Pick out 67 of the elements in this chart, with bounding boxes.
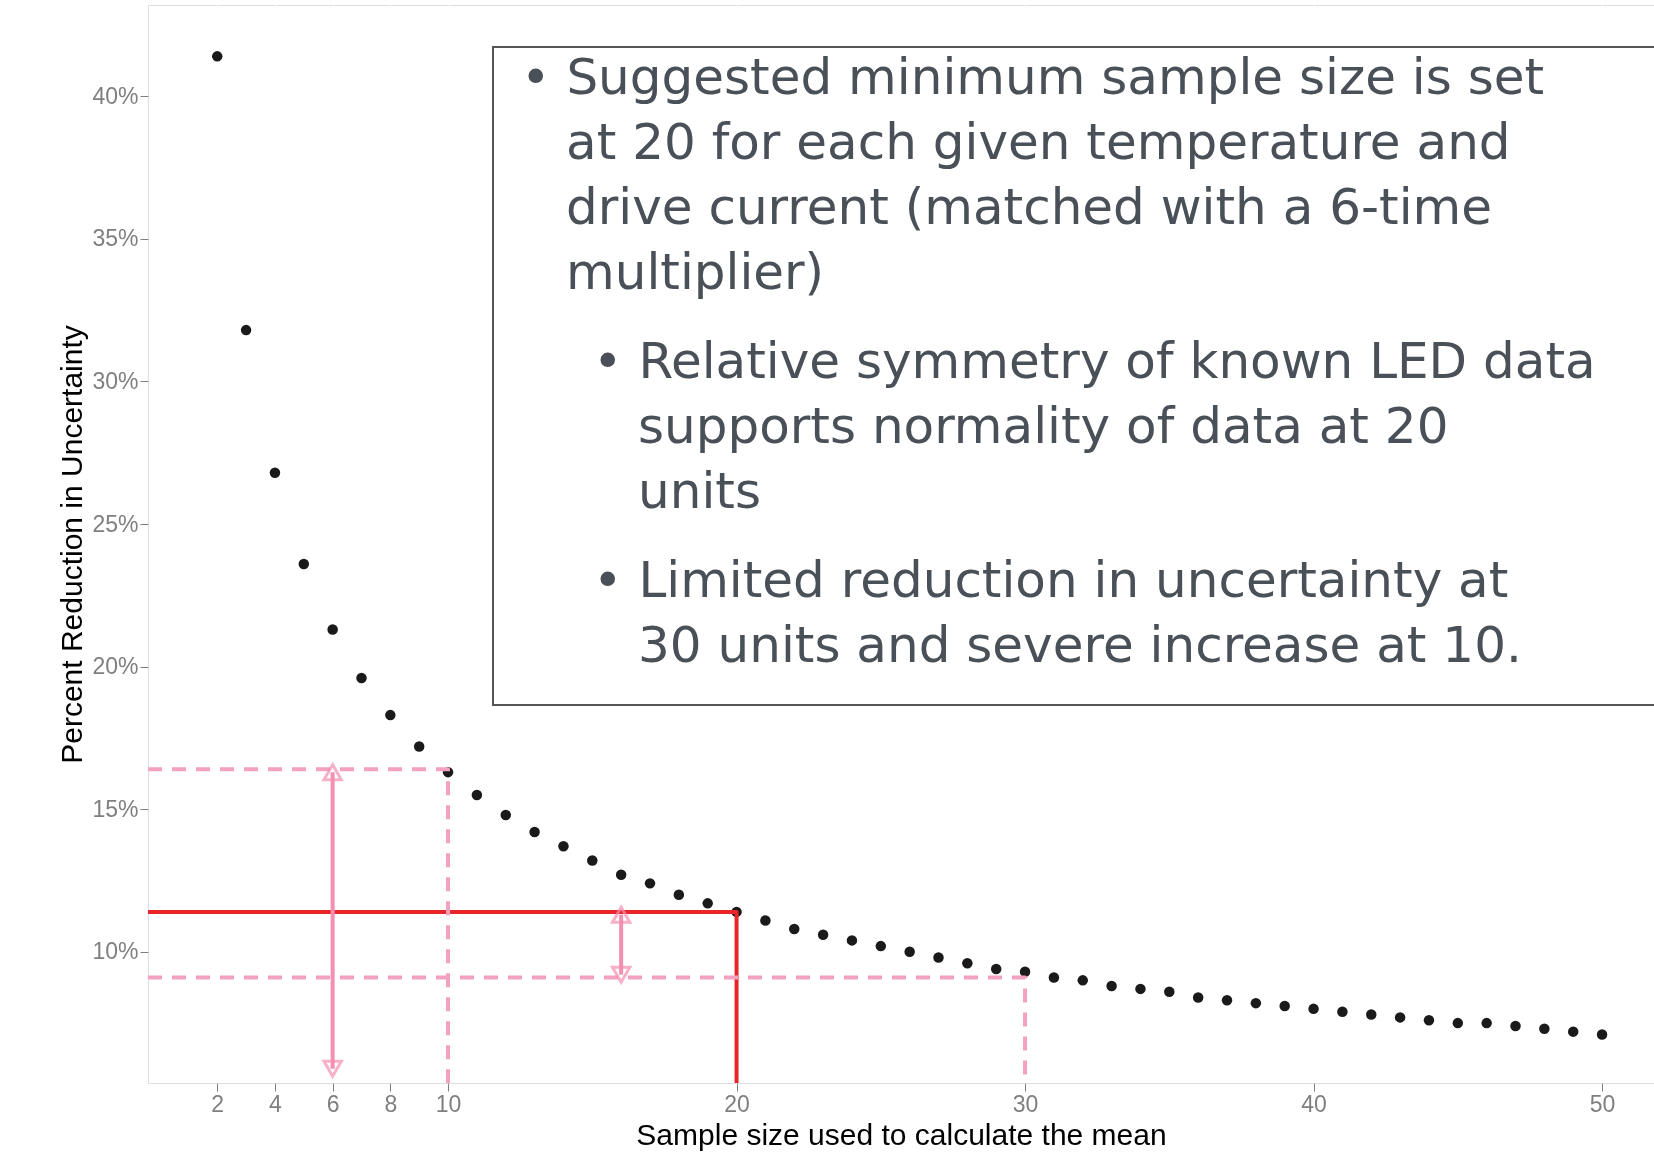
y-tick-label: 15% — [92, 795, 139, 822]
point — [702, 898, 713, 909]
point — [327, 624, 338, 635]
x-tick-label: 10 — [435, 1090, 462, 1117]
y-tick-label: 30% — [92, 367, 139, 394]
point — [673, 889, 685, 901]
x-tick-label: 4 — [269, 1090, 283, 1117]
point — [1567, 1026, 1579, 1037]
point — [1337, 1006, 1348, 1017]
point — [875, 940, 887, 952]
point — [846, 935, 858, 946]
x-axis-title: Sample size used to calculate the mean — [636, 1117, 1167, 1151]
annotation: • Suggested minimum sample size is set at 20 for each given temperature and drive current (matched with a 6-time multiplier) — [521, 48, 1545, 301]
point — [1394, 1012, 1406, 1023]
x-tick-label: 2 — [211, 1090, 225, 1117]
y-tick-label: 35% — [92, 225, 139, 252]
point — [1423, 1015, 1435, 1026]
point — [990, 963, 1002, 975]
point — [1192, 992, 1204, 1003]
point — [789, 923, 800, 935]
point — [1106, 980, 1117, 992]
point — [1250, 997, 1262, 1009]
annotation: • Limited reduction in uncertainty at 30 units and severe increase at 10. — [593, 551, 1522, 674]
x-tick-label: 30 — [1012, 1090, 1039, 1117]
point — [1539, 1023, 1550, 1035]
annotation: • Relative symmetry of known LED data supports normality of data at 20 units — [593, 332, 1596, 520]
point — [1279, 1000, 1290, 1012]
point — [760, 915, 771, 926]
point — [615, 869, 627, 881]
point — [817, 929, 829, 940]
point — [1048, 972, 1060, 983]
y-tick-label: 20% — [92, 653, 139, 680]
point — [385, 709, 396, 721]
x-tick-label: 6 — [326, 1090, 340, 1117]
point — [212, 51, 223, 62]
point — [1308, 1003, 1319, 1015]
point — [1164, 986, 1175, 997]
point — [1481, 1017, 1492, 1029]
x-tick-label: 8 — [384, 1090, 398, 1117]
x-tick-label: 40 — [1301, 1090, 1327, 1117]
point — [644, 878, 656, 889]
point — [1510, 1020, 1521, 1032]
point — [1596, 1029, 1608, 1040]
point — [587, 855, 598, 866]
point — [933, 952, 944, 963]
point — [356, 672, 367, 684]
point — [1135, 983, 1146, 995]
point — [1221, 995, 1233, 1006]
y-tick-label: 25% — [92, 510, 139, 537]
x-tick-label: 50 — [1589, 1090, 1616, 1117]
point — [500, 809, 511, 821]
point — [471, 789, 483, 801]
point — [904, 946, 915, 958]
y-axis-title: Percent Reduction in Uncertainty — [55, 325, 89, 764]
point — [1452, 1017, 1464, 1029]
point — [413, 741, 425, 752]
point — [298, 558, 310, 570]
y-tick-label: 10% — [92, 938, 139, 965]
point — [558, 841, 569, 852]
x-tick-label: 20 — [724, 1090, 750, 1117]
point — [1077, 975, 1088, 986]
point — [1366, 1009, 1377, 1020]
point — [269, 467, 281, 478]
y-tick-label: 40% — [92, 82, 139, 109]
point — [962, 957, 973, 969]
point — [240, 324, 252, 336]
point — [529, 826, 540, 838]
